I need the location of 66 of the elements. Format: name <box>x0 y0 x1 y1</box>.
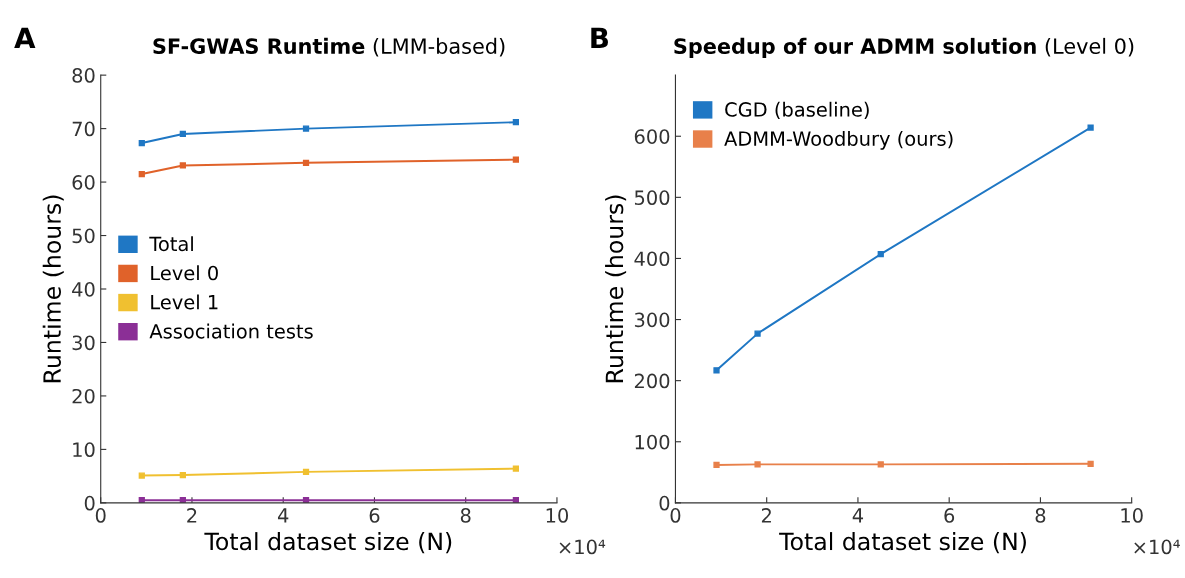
y-tick-label: 70 <box>72 121 95 137</box>
point <box>302 468 310 475</box>
y-tick-label: 30 <box>72 335 95 351</box>
point <box>302 159 310 166</box>
y-tick-label: 60 <box>72 175 95 190</box>
y-axis-title: Runtime (hours) <box>605 195 627 383</box>
point <box>179 130 186 138</box>
legend-label: ADMM-Woodbury (ours) <box>724 130 953 150</box>
y-tick-label: 10 <box>73 442 95 458</box>
point <box>713 461 720 469</box>
y-tick-label: 500 <box>634 190 670 206</box>
x-axis-title: Total dataset size (N) <box>204 532 452 554</box>
point <box>877 461 884 468</box>
chart-title: SF-GWAS Runtime <box>153 37 365 54</box>
chart-subtitle: (Level 0) <box>1045 37 1134 57</box>
point <box>179 162 186 169</box>
y-tick-label: 100 <box>635 434 670 450</box>
x-tick-label: 10 <box>1121 508 1143 523</box>
chart-title: Speedup of our ADMM solution <box>674 37 1036 59</box>
y-tick-label: 200 <box>634 373 670 389</box>
point <box>754 330 761 337</box>
text: A <box>14 27 36 48</box>
legend-label: Association tests <box>149 323 313 339</box>
y-tick-label: 400 <box>634 251 670 267</box>
text: ×10⁴ <box>1134 539 1180 555</box>
y-tick-label: 600 <box>634 129 670 144</box>
y-tick-label: 80 <box>72 68 95 83</box>
point <box>713 367 720 374</box>
y-tick-label: 20 <box>72 388 95 404</box>
legend-label: Level 1 <box>151 294 218 310</box>
point <box>754 461 761 468</box>
text: ×10⁴ <box>559 539 606 555</box>
point <box>138 170 145 178</box>
y-tick-label: 300 <box>634 312 670 328</box>
point <box>512 119 520 126</box>
legend-label: CGD (baseline) <box>725 101 869 120</box>
x-tick-label: 4 <box>852 508 864 523</box>
x-tick-label: 10 <box>546 508 569 523</box>
x-tick-label: 6 <box>369 508 380 523</box>
x-tick-label: 4 <box>277 508 289 523</box>
point <box>302 125 310 132</box>
y-tick-label: 40 <box>72 281 95 297</box>
x-tick-label: 0 <box>670 508 681 523</box>
legend-label: Total <box>149 236 193 252</box>
y-tick-label: 50 <box>72 228 95 244</box>
y-tick-label: 0 <box>659 495 670 511</box>
legend-label: Level 0 <box>151 265 218 281</box>
point <box>512 156 520 163</box>
point <box>138 139 145 147</box>
chart-subtitle: (LMM-based) <box>373 37 505 57</box>
point <box>179 471 186 479</box>
text: B <box>591 27 608 48</box>
x-axis-title: Total dataset size (N) <box>779 532 1026 554</box>
point <box>512 465 520 472</box>
y-tick-label: 0 <box>84 495 95 511</box>
x-tick-label: 2 <box>761 508 771 523</box>
x-tick-label: 6 <box>944 508 955 523</box>
point <box>877 251 884 258</box>
point <box>138 472 145 479</box>
point <box>1087 124 1094 131</box>
x-tick-label: 8 <box>1035 508 1046 523</box>
y-axis-title: Runtime (hours) <box>42 195 64 383</box>
point <box>1087 460 1094 467</box>
x-tick-label: 0 <box>95 508 106 523</box>
x-tick-label: 2 <box>187 508 197 523</box>
x-tick-label: 8 <box>460 508 471 523</box>
